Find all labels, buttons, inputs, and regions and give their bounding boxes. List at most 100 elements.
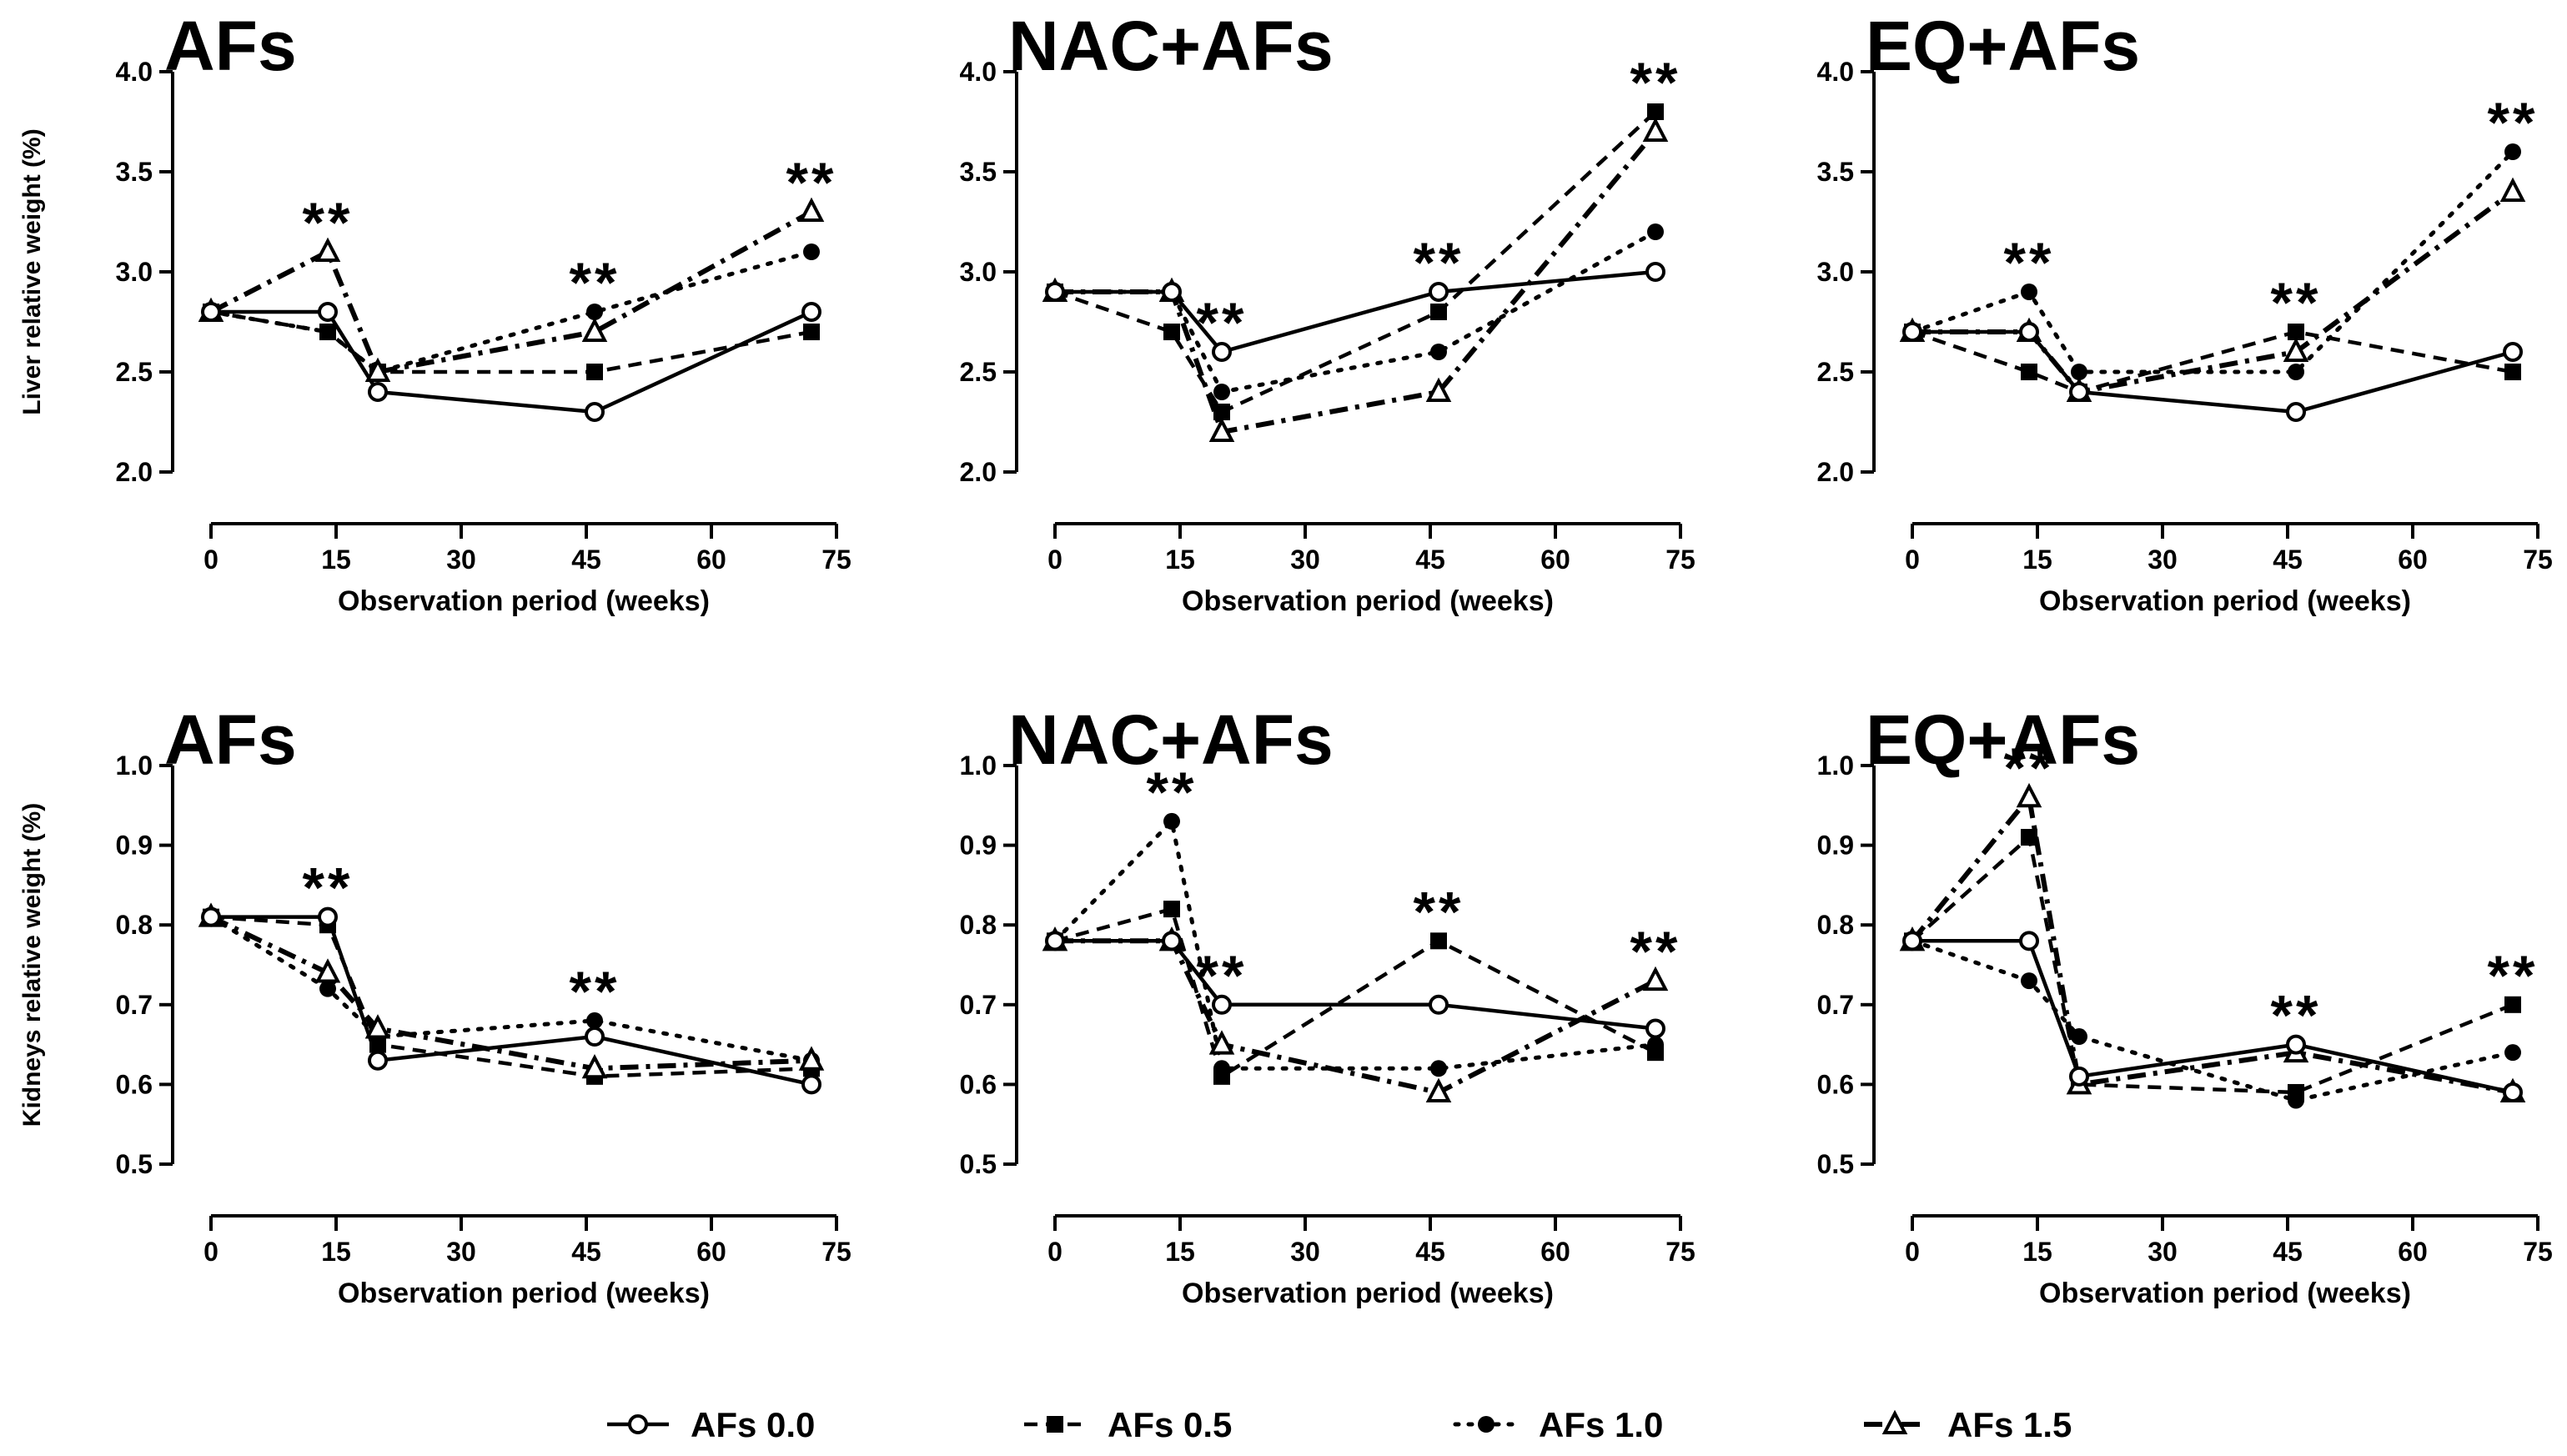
x-tick-label: 60	[696, 1237, 726, 1267]
data-point	[1645, 1018, 1665, 1039]
data-point	[2069, 1066, 2089, 1087]
y-tick-label: 3.5	[116, 157, 153, 187]
data-point	[1208, 417, 1235, 442]
data-point	[1430, 304, 1447, 320]
x-tick-label: 0	[203, 1237, 219, 1267]
chart-title: NAC+AFs	[1008, 7, 1334, 85]
y-tick-label: 2.5	[116, 357, 153, 387]
y-tick-label: 2.5	[960, 357, 997, 387]
x-tick-label: 75	[2523, 545, 2553, 575]
legend-marker-2	[1047, 1416, 1063, 1433]
data-point	[1163, 812, 1180, 830]
data-point	[314, 237, 341, 262]
x-tick-label: 75	[821, 1237, 851, 1267]
legend-label-1: AFs 0.0	[691, 1405, 815, 1444]
x-tick-label: 15	[321, 545, 351, 575]
y-tick-label: 0.8	[116, 910, 153, 940]
x-tick-label: 45	[2273, 545, 2303, 575]
data-point	[2504, 143, 2521, 160]
data-point	[2021, 284, 2037, 300]
legend: AFs 0.0 AFs 0.5 AFs 1.0 AFs 1.5	[607, 1405, 2072, 1444]
data-point	[368, 1050, 388, 1071]
x-tick-label: 0	[1047, 1237, 1062, 1267]
y-tick-label: 0.7	[116, 990, 153, 1020]
data-point	[2069, 382, 2089, 402]
data-point	[1213, 1060, 1230, 1077]
data-point	[1642, 966, 1669, 992]
data-point	[2021, 364, 2037, 380]
data-point	[1425, 377, 1452, 402]
x-tick-label: 15	[321, 1237, 351, 1267]
data-point	[586, 1012, 603, 1029]
significance-marker: **	[1147, 761, 1198, 824]
data-point	[803, 324, 820, 340]
data-point	[801, 302, 821, 322]
data-point	[318, 906, 338, 927]
x-axis-label: Observation period (weeks)	[1182, 1278, 1554, 1309]
data-point	[2288, 364, 2304, 380]
data-point	[2288, 324, 2304, 340]
y-tick-label: 1.0	[960, 751, 997, 781]
significance-marker: **	[786, 151, 837, 214]
significance-marker: **	[303, 191, 354, 254]
legend-label-2: AFs 0.5	[1108, 1405, 1232, 1444]
x-tick-label: 60	[2398, 1237, 2428, 1267]
x-tick-label: 30	[2148, 545, 2178, 575]
data-point	[314, 958, 341, 983]
x-axis-label: Observation period (weeks)	[2039, 1278, 2411, 1309]
series-line-3	[208, 915, 814, 1063]
legend-marker-4	[1881, 1409, 1908, 1434]
data-point	[1647, 223, 1664, 240]
chart-panel-4: AFs 0.5 0.6 0.7 0.8 0.9 1.0 0 15 30 45 60 75 Observat…	[18, 700, 851, 1309]
x-tick-label: 60	[1540, 1237, 1570, 1267]
significance-marker: **	[1197, 291, 1248, 354]
significance-marker: **	[2271, 984, 2322, 1047]
y-tick-label: 0.9	[1817, 831, 1854, 861]
y-tick-label: 2.0	[1817, 457, 1854, 487]
x-tick-label: 60	[2398, 545, 2428, 575]
significance-marker: **	[1630, 51, 1681, 114]
data-point	[2021, 829, 2037, 846]
data-point	[364, 357, 391, 382]
x-tick-label: 60	[1540, 545, 1570, 575]
data-point	[1045, 931, 1065, 951]
x-tick-label: 75	[1665, 545, 1695, 575]
data-point	[1430, 932, 1447, 950]
data-point	[1162, 282, 1182, 302]
x-tick-label: 15	[1165, 1237, 1195, 1267]
y-tick-label: 1.0	[116, 751, 153, 781]
significance-marker: **	[570, 960, 620, 1023]
data-point	[2503, 342, 2523, 362]
y-tick-label: 3.0	[116, 257, 153, 287]
y-tick-label: 0.9	[116, 831, 153, 861]
series-line-2	[1911, 835, 2514, 1095]
x-tick-label: 15	[1165, 545, 1195, 575]
y-tick-label: 4.0	[116, 57, 153, 87]
series-line-4	[1910, 795, 2514, 1095]
x-tick-label: 75	[821, 545, 851, 575]
data-point	[2286, 1034, 2306, 1055]
x-axis-label: Observation period (weeks)	[338, 1278, 710, 1309]
data-point	[586, 304, 603, 320]
y-tick-label: 3.0	[960, 257, 997, 287]
series-line-2	[210, 309, 812, 374]
data-point	[585, 1027, 605, 1047]
significance-marker: **	[570, 251, 620, 314]
series-line-2	[1054, 906, 1657, 1079]
y-tick-label: 0.6	[1817, 1069, 1854, 1099]
legend-marker-3	[1478, 1416, 1494, 1433]
data-point	[2019, 931, 2039, 951]
data-point	[1212, 994, 1232, 1015]
data-point	[2016, 782, 2042, 808]
x-tick-label: 0	[1047, 545, 1062, 575]
x-tick-label: 45	[571, 545, 601, 575]
x-tick-label: 30	[446, 1237, 476, 1267]
series-line-4	[1055, 938, 1657, 1095]
data-point	[1213, 384, 1230, 400]
y-tick-label: 0.5	[116, 1149, 153, 1179]
y-tick-label: 0.7	[960, 990, 997, 1020]
x-tick-label: 0	[1905, 1237, 1920, 1267]
data-point	[1647, 103, 1664, 120]
data-point	[2071, 1028, 2087, 1046]
series-line-3	[1052, 229, 1658, 394]
